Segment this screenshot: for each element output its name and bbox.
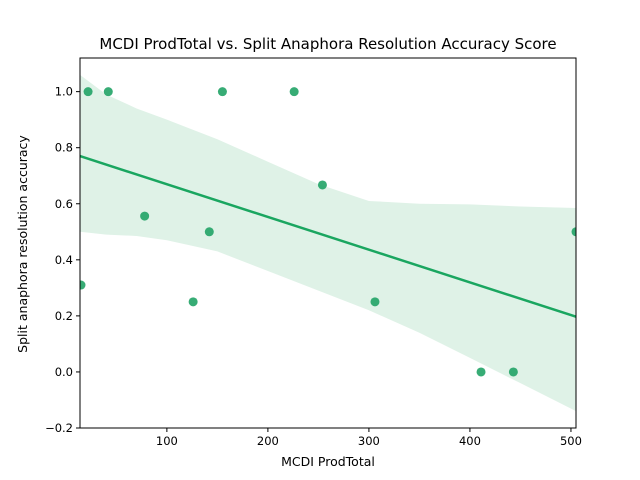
y-tick-label: −0.2 bbox=[45, 421, 73, 435]
data-point bbox=[317, 180, 327, 190]
data-point bbox=[83, 87, 93, 97]
x-tick-label: 200 bbox=[257, 434, 279, 448]
data-point bbox=[370, 297, 380, 307]
y-tick-label: 0.4 bbox=[55, 253, 73, 267]
plot-area bbox=[80, 74, 576, 412]
y-tick-label: 1.0 bbox=[55, 85, 73, 99]
x-tick-label: 500 bbox=[560, 434, 582, 448]
confidence-band bbox=[80, 74, 576, 412]
data-point bbox=[508, 367, 518, 377]
data-point bbox=[204, 227, 214, 237]
data-point bbox=[217, 87, 227, 97]
data-point bbox=[476, 367, 486, 377]
y-tick-label: 0.6 bbox=[55, 197, 73, 211]
regression-line bbox=[80, 154, 576, 318]
data-point bbox=[140, 211, 150, 221]
y-tick-label: 0.8 bbox=[55, 141, 73, 155]
x-axis-label: MCDI ProdTotal bbox=[281, 454, 375, 469]
data-point bbox=[289, 87, 299, 97]
chart-title: MCDI ProdTotal vs. Split Anaphora Resolu… bbox=[99, 35, 556, 53]
x-tick-label: 300 bbox=[358, 434, 380, 448]
y-axis-label: Split anaphora resolution accuracy bbox=[15, 135, 30, 353]
data-point bbox=[80, 280, 86, 290]
x-tick-label: 400 bbox=[459, 434, 481, 448]
axes: 100 200 300 400 500 −0.2 0.0 0.2 0.4 0.6 0.8 1.0 bbox=[45, 57, 582, 448]
y-tick-label: 0.0 bbox=[55, 365, 73, 379]
plot-frame bbox=[79, 57, 577, 429]
x-tick-label: 100 bbox=[156, 434, 178, 448]
data-point bbox=[103, 87, 113, 97]
data-point bbox=[571, 227, 576, 237]
data-point bbox=[188, 297, 198, 307]
y-tick-label: 0.2 bbox=[55, 309, 73, 323]
